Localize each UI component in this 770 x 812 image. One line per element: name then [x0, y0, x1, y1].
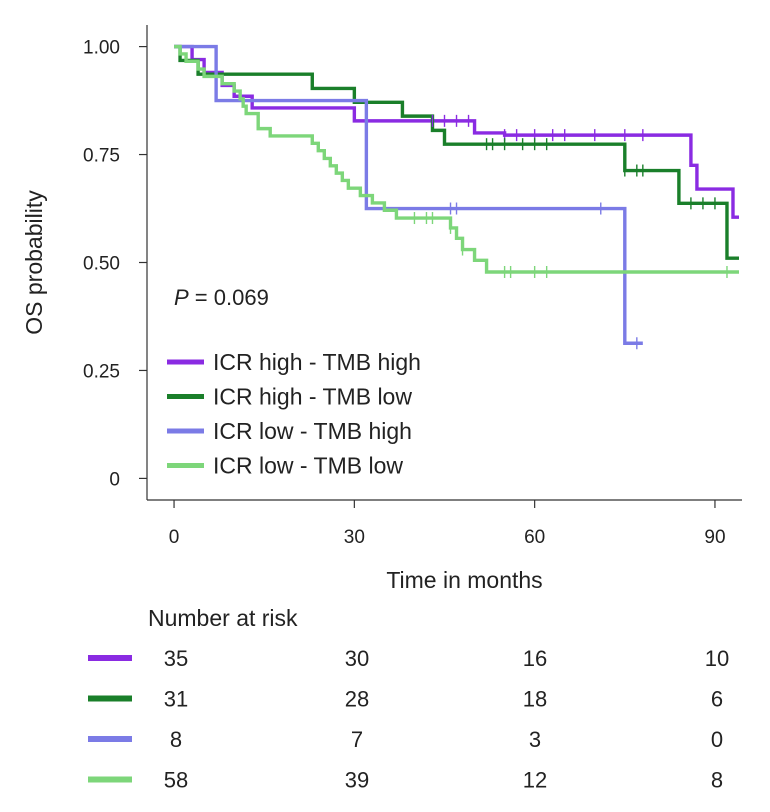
y-ticks: 1.00 0.75 0.50 0.25 0: [83, 38, 147, 490]
p-value-text: = 0.069: [189, 285, 269, 310]
censor-marks: [413, 114, 728, 350]
legend-label: ICR low - TMB high: [213, 418, 412, 444]
y-tick-label: 0.75: [83, 146, 120, 167]
risk-value: 31: [164, 687, 188, 712]
risk-value: 0: [711, 727, 723, 752]
p-value-symbol: P: [174, 285, 189, 310]
legend-label: ICR low - TMB low: [213, 453, 403, 479]
km-curve-4: [174, 44, 739, 274]
y-tick-label: 1.00: [83, 38, 120, 59]
risk-value: 39: [345, 768, 369, 793]
risk-value: 16: [523, 646, 547, 671]
risk-value: 18: [523, 687, 547, 712]
p-value-annotation: P = 0.069: [174, 285, 269, 310]
risk-table-title: Number at risk: [148, 605, 298, 631]
legend-label: ICR high - TMB low: [213, 384, 412, 410]
y-axis-label: OS probability: [21, 190, 47, 335]
y-tick-label: 0: [109, 469, 120, 490]
risk-value: 7: [351, 727, 363, 752]
y-tick-label: 0.50: [83, 254, 120, 275]
risk-value: 28: [345, 687, 369, 712]
risk-value: 8: [711, 768, 723, 793]
legend-label: ICR high - TMB high: [213, 349, 421, 375]
y-tick-label: 0.25: [83, 361, 120, 382]
km-curve-1: [174, 44, 739, 219]
km-curve-3: [174, 44, 643, 345]
x-tick-label: 0: [169, 527, 180, 548]
risk-value: 10: [705, 646, 729, 671]
x-tick-label: 60: [524, 527, 545, 548]
risk-value: 35: [164, 646, 188, 671]
legend: ICR high - TMB high ICR high - TMB low ICR…: [167, 349, 421, 479]
risk-value: 58: [164, 768, 188, 793]
x-axis-label: Time in months: [386, 567, 542, 593]
risk-value: 3: [529, 727, 541, 752]
risk-value: 6: [711, 687, 723, 712]
risk-value: 12: [523, 768, 547, 793]
x-tick-label: 30: [344, 527, 365, 548]
risk-value: 30: [345, 646, 369, 671]
risk-value: 8: [170, 727, 182, 752]
x-tick-label: 90: [704, 527, 725, 548]
x-ticks: 0 30 60 90: [169, 500, 726, 548]
